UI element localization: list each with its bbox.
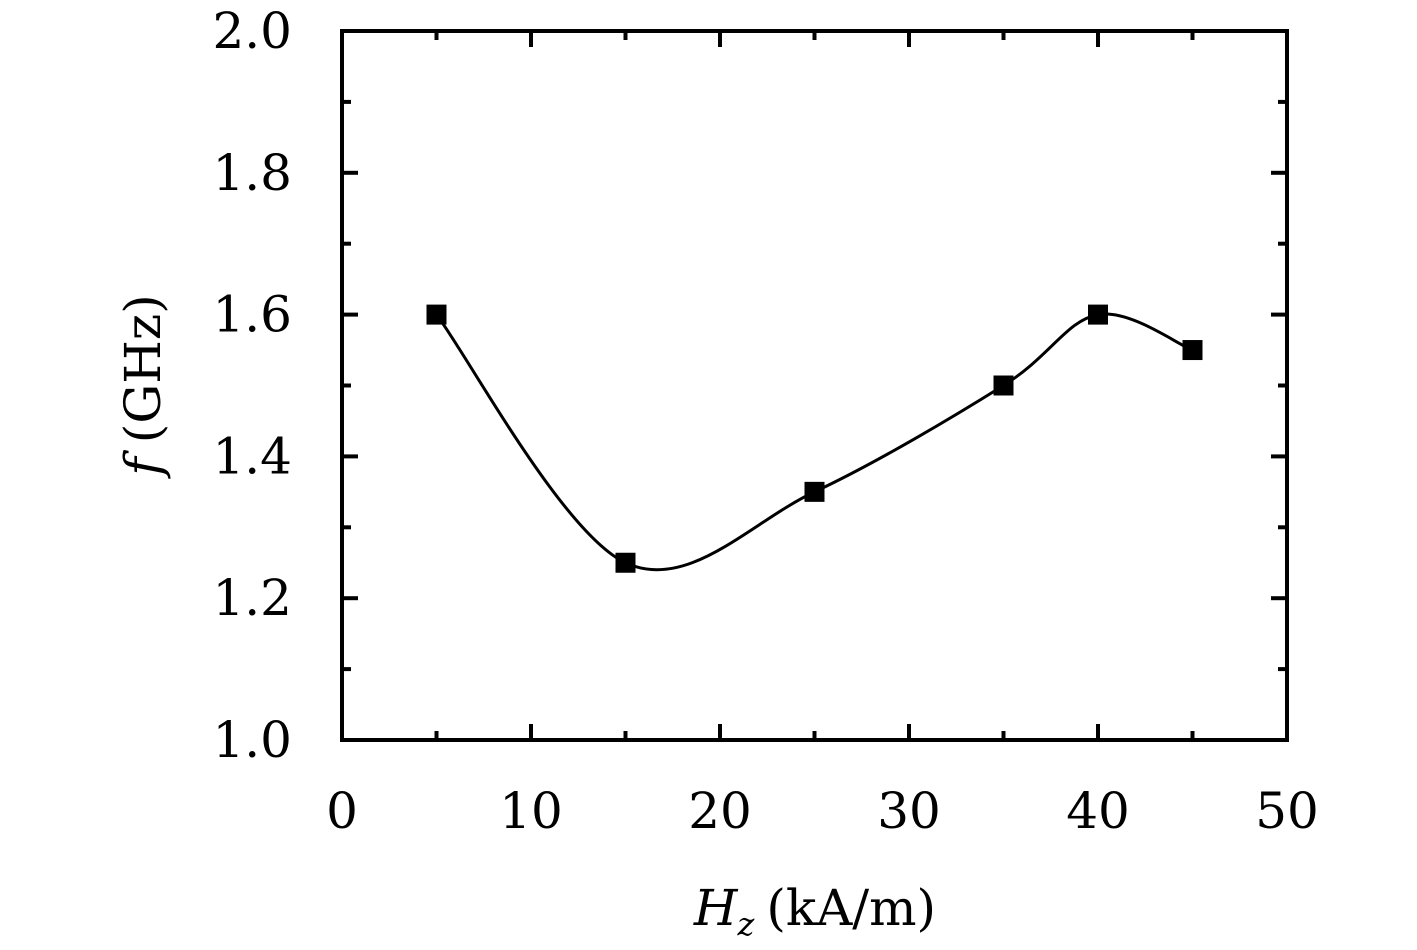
y-tick-label: 1.8 [212, 144, 292, 202]
plot-frame [340, 29, 1289, 742]
tick-labels: 0 10 20 30 40 50 1.0 1.2 1.4 1.6 1.8 2.0 [212, 2, 1318, 840]
y-tick-label: 1.6 [212, 286, 292, 344]
y-axis-label: f (GHz) [114, 294, 172, 479]
data-point [1182, 340, 1203, 361]
data-point [1088, 304, 1108, 325]
y-tick-label: 1.0 [212, 711, 292, 769]
x-label-sub: z [737, 905, 756, 943]
x-label-unit: (kA/m) [766, 879, 936, 937]
y-tick-label: 1.4 [212, 427, 292, 485]
y-tick-label: 1.2 [212, 569, 292, 627]
x-tick-label: 50 [1255, 782, 1319, 840]
x-tick-label: 30 [877, 782, 941, 840]
x-tick-label: 20 [688, 782, 752, 840]
x-tick-label: 10 [499, 782, 563, 840]
data-point [993, 375, 1014, 396]
x-axis-label: Hz (kA/m) [693, 879, 936, 943]
x-label-main: H [693, 879, 739, 937]
x-tick-label: 40 [1066, 782, 1130, 840]
y-label-main: f [114, 450, 172, 480]
markers [426, 304, 1203, 573]
y-tick-label: 2.0 [212, 2, 292, 60]
data-point [615, 552, 636, 573]
series-line [435, 312, 1194, 572]
x-tick-label: 0 [326, 782, 358, 840]
data-point [804, 481, 825, 502]
data-point [426, 304, 447, 325]
y-label-unit: (GHz) [114, 294, 172, 443]
